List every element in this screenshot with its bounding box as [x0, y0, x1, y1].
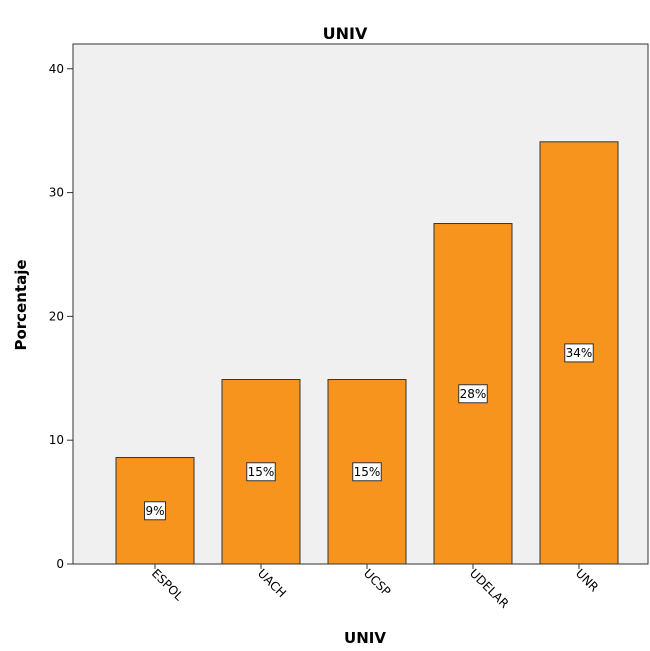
data-label-box [458, 384, 488, 404]
data-label-box [144, 501, 166, 521]
data-label-box [352, 462, 382, 482]
x-tick-label: UNR [573, 566, 601, 594]
data-label: 9% [145, 504, 164, 518]
y-tick-label: 20 [49, 309, 64, 323]
x-tick-label: UACH [255, 566, 289, 600]
data-label: 15% [354, 465, 381, 479]
plot-layer: 0 10 20 30 40 9% ESPOL 15% UACH 15% UCSP 28% UDELAR 3… [49, 43, 649, 611]
x-tick-label: ESPOL [149, 566, 186, 603]
chart-title: UNIV [323, 24, 368, 43]
data-label-box [564, 343, 594, 363]
x-tick-label: UDELAR [467, 566, 512, 611]
data-label-box [246, 462, 276, 482]
y-tick-label: 0 [56, 557, 64, 571]
y-tick-label: 40 [49, 62, 64, 76]
y-axis-title: Porcentaje [12, 259, 30, 350]
x-axis-title: UNIV [344, 629, 386, 647]
y-tick-label: 10 [49, 433, 64, 447]
y-tick-label: 30 [49, 186, 64, 200]
data-label: 15% [248, 465, 275, 479]
x-tick-label: UCSP [361, 566, 394, 599]
data-label: 34% [566, 346, 593, 360]
data-label: 28% [460, 387, 487, 401]
